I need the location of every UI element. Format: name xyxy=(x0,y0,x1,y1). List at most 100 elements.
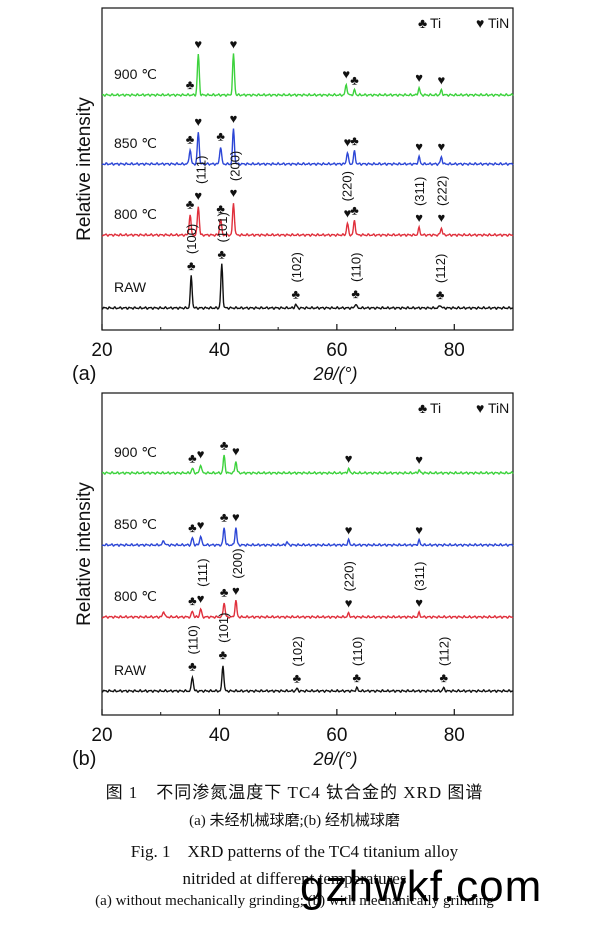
series-line xyxy=(101,527,514,548)
x-tick-label: 40 xyxy=(209,725,230,746)
hkl-label: (110) xyxy=(349,253,364,282)
series-2: 800 ℃♣♥♣♥♥♣♥ ♥(111) (200)(220) (311) (222) xyxy=(101,151,514,238)
tin-peak-marker: ♥ xyxy=(232,583,240,598)
series-1: 850 ℃ ♣♥♣♥♥♣ ♥ ♥ xyxy=(101,111,514,167)
hkl-label: (111) xyxy=(194,156,209,184)
watermark: gzhwkf.com xyxy=(300,862,543,911)
ti-peak-marker: ♣ xyxy=(439,670,448,685)
tin-peak-marker: ♥ xyxy=(345,596,353,611)
ti-peak-marker: ♣ xyxy=(436,287,445,302)
hkl-label: (110) xyxy=(185,625,200,654)
series-1: 850 ℃ ♣ ♥♣ ♥♥ ♥ xyxy=(101,510,514,548)
hkl-label: (200) xyxy=(230,548,245,578)
hkl-label: (111) xyxy=(195,558,210,586)
ti-peak-marker: ♣ xyxy=(216,201,225,216)
legend-label-ti: Ti xyxy=(430,15,441,31)
ti-peak-marker: ♣ xyxy=(220,510,229,525)
series-line xyxy=(101,599,514,620)
legend-symbol-ti: ♣ xyxy=(418,15,427,31)
x-tick-label: 80 xyxy=(444,725,465,746)
series-name: 800 ℃ xyxy=(114,206,157,222)
panel-label: (a) xyxy=(72,363,96,385)
x-tick-label: 60 xyxy=(326,340,347,361)
ti-peak-marker: ♣ xyxy=(187,258,196,273)
legend-symbol-tin: ♥ xyxy=(476,15,484,31)
tin-peak-marker: ♥ xyxy=(232,510,240,525)
hkl-label: (220) xyxy=(342,561,357,591)
caption-en-title: Fig. 1 XRD patterns of the TC4 titanium … xyxy=(130,842,459,861)
hkl-label: (101) xyxy=(215,212,230,242)
figure-caption: 图 1 不同渗氮温度下 TC4 钛合金的 XRD 图谱 (a) 未经机械球磨;(… xyxy=(0,772,589,910)
tin-peak-marker: ♥ xyxy=(438,139,446,154)
hkl-label: (311) xyxy=(412,177,427,206)
ti-peak-marker: ♣ xyxy=(220,585,229,600)
x-tick-label: 20 xyxy=(91,340,112,361)
hkl-label: (220) xyxy=(339,171,354,201)
legend-symbol-ti: ♣ xyxy=(418,400,427,416)
legend-symbol-tin: ♥ xyxy=(476,400,484,416)
ti-peak-marker: ♣ xyxy=(350,72,359,87)
series-0: 900 ℃ ♣ ♥♣ ♥♥ ♥ xyxy=(102,438,514,476)
tin-peak-marker: ♥ xyxy=(230,185,238,200)
ti-peak-marker: ♣ xyxy=(186,197,195,212)
ti-peak-marker: ♣ xyxy=(188,659,197,674)
series-2: 800 ℃ ♣ ♥ ♣ ♥♥ ♥(111) (200) (220) (311) xyxy=(101,548,514,620)
series-line xyxy=(102,53,514,98)
series-line xyxy=(101,203,514,238)
tin-peak-marker: ♥ xyxy=(194,188,202,203)
legend-label-tin: TiN xyxy=(488,400,509,416)
hkl-label: (110) xyxy=(350,637,365,666)
ti-peak-marker: ♣ xyxy=(216,129,225,144)
y-axis-label: Relative intensity xyxy=(74,482,95,626)
x-tick-label: 40 xyxy=(209,340,230,361)
xrd-chart-panel-a: 20 40 60 80 2θ/(°) Relative intensity (a) ♣ Ti ♥ T… xyxy=(0,0,589,390)
tin-peak-marker: ♥ xyxy=(230,36,238,51)
ti-peak-marker: ♣ xyxy=(188,593,197,608)
tin-peak-marker: ♥ xyxy=(438,210,446,225)
tin-peak-marker: ♥ xyxy=(345,522,353,537)
hkl-label: (102) xyxy=(289,252,304,282)
caption-en-subtitle: (a) without mechanically grinding; (b) w… xyxy=(95,893,494,909)
hkl-label: (112) xyxy=(433,254,448,283)
ti-peak-marker: ♣ xyxy=(186,77,195,92)
legend: ♣ Ti ♥ TiN xyxy=(418,400,509,416)
series-name: 900 ℃ xyxy=(114,444,157,460)
series-name: RAW xyxy=(114,662,147,678)
panel-label: (b) xyxy=(72,748,96,770)
series-name: 850 ℃ xyxy=(114,516,157,532)
tin-peak-marker: ♥ xyxy=(197,591,205,606)
hkl-label: (102) xyxy=(290,636,305,666)
series-line xyxy=(102,454,514,476)
tin-peak-marker: ♥ xyxy=(415,595,423,610)
tin-peak-marker: ♥ xyxy=(197,518,205,533)
series-line xyxy=(101,263,514,311)
hkl-label: (200) xyxy=(228,151,243,181)
x-axis-label: 2θ/(°) xyxy=(313,749,358,769)
ti-peak-marker: ♣ xyxy=(293,671,302,686)
tin-peak-marker: ♥ xyxy=(194,114,202,129)
xrd-chart-panel-b: 20 40 60 80 2θ/(°) Relative intensity (b) ♣ Ti ♥ T… xyxy=(0,385,589,775)
tin-peak-marker: ♥ xyxy=(342,67,350,82)
ti-peak-marker: ♣ xyxy=(350,133,359,148)
hkl-label: (101) xyxy=(216,613,231,643)
tin-peak-marker: ♥ xyxy=(415,210,423,225)
y-axis-label: Relative intensity xyxy=(74,97,95,241)
hkl-label: (100) xyxy=(184,224,199,254)
hkl-label: (112) xyxy=(437,637,452,666)
tin-peak-marker: ♥ xyxy=(438,72,446,87)
series-3: RAW ♣ ♣ ♣ ♣ ♣ (100) (101) (102) (110) (112) xyxy=(101,212,514,311)
tin-peak-marker: ♥ xyxy=(197,446,205,461)
series-name: 850 ℃ xyxy=(114,135,157,151)
series-line xyxy=(101,128,514,167)
caption-zh-title: 图 1 不同渗氮温度下 TC4 钛合金的 XRD 图谱 xyxy=(105,783,484,802)
hkl-label: (311) xyxy=(412,562,427,591)
ti-peak-marker: ♣ xyxy=(353,670,362,685)
legend-label-ti: Ti xyxy=(430,400,441,416)
tin-peak-marker: ♥ xyxy=(232,443,240,458)
tin-peak-marker: ♥ xyxy=(345,451,353,466)
ti-peak-marker: ♣ xyxy=(350,203,359,218)
tin-peak-marker: ♥ xyxy=(415,139,423,154)
ti-peak-marker: ♣ xyxy=(220,438,229,453)
